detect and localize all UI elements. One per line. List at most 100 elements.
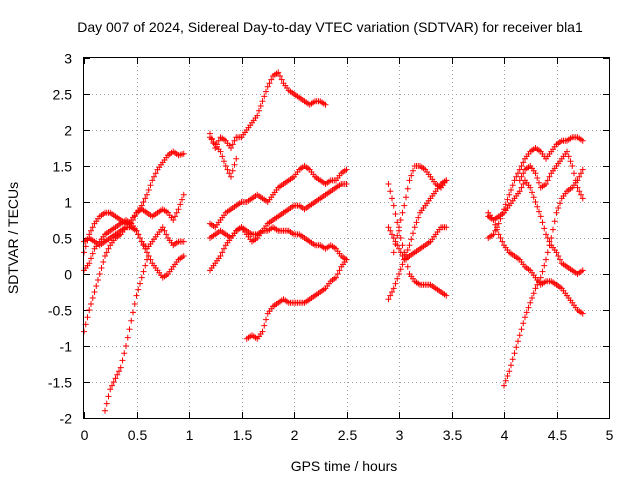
data-point: [278, 76, 285, 83]
data-point: [399, 209, 406, 216]
series-arc-19: [501, 166, 586, 389]
data-point: [532, 285, 539, 292]
series-arc-7: [207, 134, 240, 180]
data-point: [261, 322, 268, 329]
data-point: [95, 277, 101, 283]
y-tick-label: 0: [64, 267, 72, 283]
data-point: [506, 191, 513, 198]
data-point: [529, 189, 535, 196]
data-point: [144, 256, 150, 263]
data-point: [532, 170, 539, 177]
data-point: [569, 163, 576, 169]
data-point: [392, 280, 399, 287]
series-arc-1: [81, 148, 187, 256]
data-point: [516, 188, 523, 195]
data-point: [443, 177, 450, 184]
data-point: [499, 238, 506, 245]
data-point: [551, 218, 558, 225]
data-point: [159, 224, 166, 231]
data-point: [219, 153, 226, 160]
x-tick-label: 5: [606, 427, 614, 443]
data-point: [543, 231, 549, 238]
data-point: [525, 304, 532, 311]
data-point: [396, 224, 402, 231]
data-point: [555, 205, 562, 211]
y-tick-labels: 3 2.5 2 1.5 1 0.5 0 -0.5 -1 -1.5 -2: [48, 51, 72, 427]
data-point: [149, 177, 156, 184]
data-point: [133, 227, 140, 234]
data-point: [572, 177, 579, 184]
data-point: [518, 184, 525, 191]
data-point: [173, 209, 180, 216]
data-point: [392, 211, 399, 217]
data-point: [254, 112, 261, 119]
data-point: [415, 214, 422, 221]
data-point: [130, 309, 136, 316]
data-point: [277, 73, 283, 79]
data-point: [322, 101, 329, 108]
data-point: [576, 188, 583, 195]
data-point: [536, 208, 542, 215]
y-tick-label: -0.5: [48, 303, 72, 319]
series-arc-20: [516, 148, 586, 202]
data-point: [579, 195, 586, 202]
data-point: [546, 242, 553, 249]
data-point: [544, 249, 551, 256]
y-tick-label: 2.5: [53, 87, 73, 103]
y-tick-label: 2: [64, 123, 72, 139]
data-point: [579, 137, 586, 144]
series-arc-16: [485, 209, 586, 317]
data-point: [546, 173, 553, 180]
data-point: [564, 148, 570, 155]
data-point: [119, 357, 126, 364]
y-tick-label: 1.5: [53, 159, 73, 175]
data-point: [112, 375, 119, 382]
x-tick-label: 3.5: [443, 427, 463, 443]
data-point: [263, 316, 269, 323]
x-tick-labels: 0 0.5 1 1.5 2 2.5 3 3.5 4 4.5 5: [81, 427, 614, 443]
data-point: [506, 368, 513, 375]
data-point: [520, 159, 527, 166]
data-point: [145, 253, 152, 259]
data-point: [110, 379, 117, 385]
data-point: [86, 260, 93, 267]
data-point: [544, 177, 551, 184]
data-point: [504, 373, 511, 379]
data-point: [516, 177, 523, 184]
data-point: [221, 245, 227, 252]
data-point: [121, 350, 128, 357]
data-point: [541, 225, 548, 232]
data-point: [151, 173, 157, 180]
data-point: [494, 224, 500, 231]
x-tick-label: 1: [186, 427, 194, 443]
data-point: [394, 275, 401, 282]
data-point: [397, 235, 404, 241]
data-point: [410, 230, 416, 237]
data-point: [135, 286, 142, 293]
data-point: [109, 382, 115, 389]
data-point: [548, 235, 555, 241]
series-arc-13: [385, 224, 450, 263]
data-point: [411, 224, 418, 231]
data-point: [408, 236, 415, 243]
data-point: [539, 268, 546, 275]
data-point: [550, 226, 556, 233]
data-point: [135, 231, 142, 238]
data-point: [403, 256, 409, 263]
data-point: [233, 155, 240, 162]
x-tick-label: 3: [396, 427, 404, 443]
data-point: [401, 249, 408, 256]
data-point: [228, 145, 234, 151]
data-point: [88, 301, 94, 307]
series-arc-12: [385, 177, 450, 303]
data-point: [497, 235, 504, 241]
data-point: [264, 83, 271, 90]
series-arc-18: [485, 177, 586, 277]
grid-lines: [84, 58, 609, 418]
x-tick-label: 4: [501, 427, 509, 443]
data-point: [219, 249, 226, 256]
data-marks: [81, 69, 586, 414]
data-point: [530, 290, 537, 297]
data-point: [177, 201, 184, 208]
data-point: [513, 173, 520, 180]
